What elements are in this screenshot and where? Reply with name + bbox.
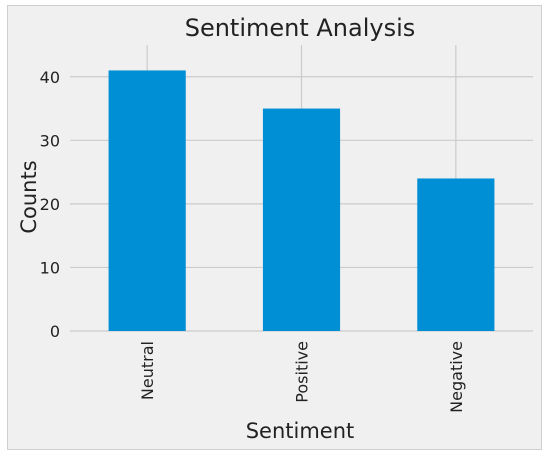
x-tick-label-positive: Positive	[293, 341, 312, 403]
y-tick-label: 40	[40, 68, 60, 87]
chart-title: Sentiment Analysis	[185, 14, 416, 42]
x-tick-labels: Neutral Positive Negative	[138, 341, 466, 413]
bar-positive	[262, 108, 341, 331]
y-tick-label: 20	[40, 195, 60, 214]
x-tick-label-neutral: Neutral	[138, 341, 157, 400]
x-tick-label-negative: Negative	[447, 341, 466, 413]
bars	[108, 70, 495, 331]
y-axis-label: Counts	[17, 160, 41, 233]
x-axis-label: Sentiment	[246, 419, 355, 443]
bar-negative	[417, 178, 495, 331]
y-tick-label: 10	[40, 258, 60, 277]
y-tick-labels: 0 10 20 30 40	[40, 68, 60, 341]
y-tick-label: 30	[40, 131, 60, 150]
y-tick-label: 0	[50, 322, 60, 341]
bar-neutral	[108, 70, 186, 331]
